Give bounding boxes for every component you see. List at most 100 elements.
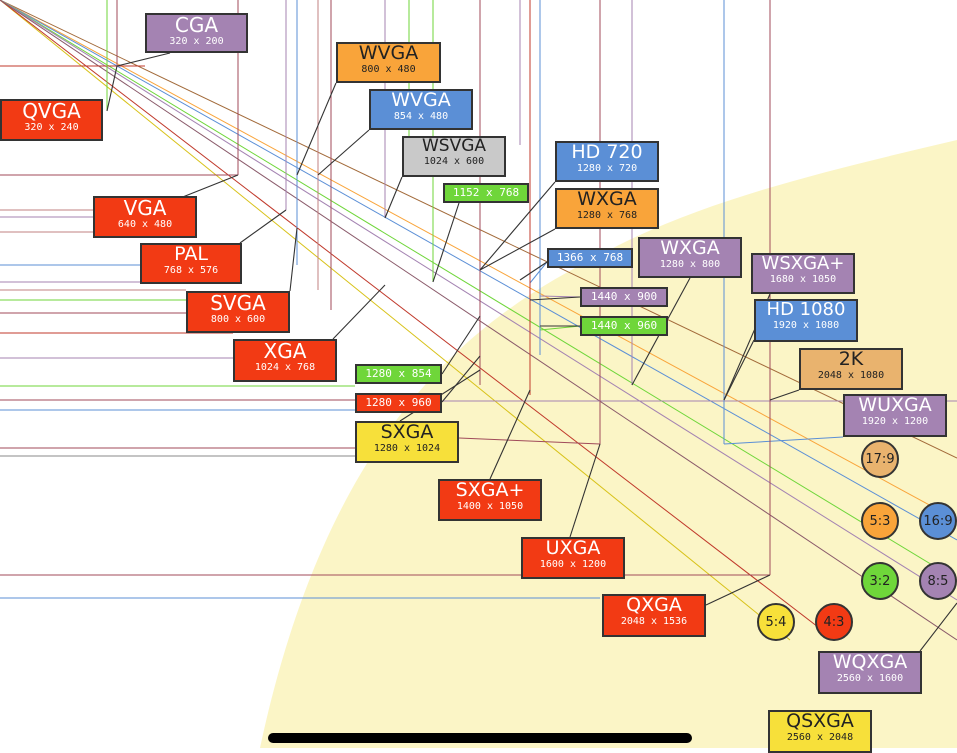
standard-name: QSXGA	[786, 710, 854, 732]
connector-line	[0, 0, 957, 459]
standard-box-r1440x900: 1440 x 900	[580, 287, 668, 307]
connector-line	[384, 176, 403, 219]
standard-resolution: 1152 x 768	[452, 186, 520, 199]
standard-name: WVGA	[358, 42, 419, 64]
standard-name: WUXGA	[858, 394, 932, 416]
standard-resolution: 320 x 200	[169, 36, 224, 47]
standard-resolution: 1280 x 720	[576, 162, 638, 174]
standard-box-qvga: QVGA 320 x 240	[0, 99, 103, 141]
standard-resolution: 1920 x 1200	[861, 415, 929, 427]
connector-line	[723, 436, 844, 445]
standard-box-wqxga: WQXGA 2560 x 1600	[818, 651, 922, 694]
standard-name: SXGA+	[455, 479, 525, 501]
standard-resolution: 1024 x 600	[423, 155, 485, 167]
standard-name: WXGA	[660, 237, 720, 259]
standard-resolution: 1440 x 900	[590, 290, 658, 303]
connector-line	[723, 339, 755, 401]
standard-box-cga: CGA 320 x 200	[145, 13, 248, 53]
connector-line	[332, 284, 386, 340]
connector-line	[479, 181, 556, 271]
standard-resolution: 1366 x 768	[556, 251, 624, 264]
standard-resolution: 1920 x 1080	[772, 319, 840, 331]
standard-name: HD 1080	[766, 299, 846, 320]
standard-resolution: 2560 x 1600	[836, 672, 904, 684]
standard-box-wxga-800: WXGA 1280 x 800	[638, 237, 742, 278]
standard-resolution: 1600 x 1200	[539, 558, 607, 570]
standard-box-wsxga: WSXGA+ 1680 x 1050	[751, 253, 855, 294]
standard-name: WSVGA	[421, 136, 487, 156]
connector-line	[489, 389, 531, 480]
standard-box-wsvga: WSVGA 1024 x 600	[402, 136, 506, 177]
ratio-circle-r17-9: 17:9	[861, 440, 899, 478]
connector-line	[539, 325, 581, 331]
connector-line	[0, 0, 791, 641]
standard-resolution: 800 x 600	[210, 314, 266, 325]
connector-line	[0, 0, 957, 601]
connector-line	[519, 261, 548, 281]
standard-name: WQXGA	[832, 651, 908, 673]
standard-box-r1366x768: 1366 x 768	[547, 248, 633, 268]
standard-resolution: 1400 x 1050	[456, 500, 524, 512]
standard-name: SXGA	[380, 421, 434, 443]
connector-line	[539, 295, 581, 298]
connector-line	[441, 355, 481, 403]
connector-line	[296, 82, 337, 176]
standard-name: XGA	[263, 339, 307, 363]
connector-line	[116, 52, 171, 67]
standard-box-r1280x960: 1280 x 960	[355, 393, 442, 413]
standard-resolution: 1280 x 768	[576, 209, 638, 221]
standard-name: SVGA	[210, 291, 266, 315]
ratio-circle-r3-2: 3:2	[861, 562, 899, 600]
standard-box-r1440x960: 1440 x 960	[580, 316, 668, 336]
standard-box-qsxga: QSXGA 2560 x 2048	[768, 710, 872, 753]
connector-line	[106, 65, 118, 112]
standard-resolution: 1280 x 1024	[373, 442, 441, 454]
connector-line	[769, 389, 800, 401]
standard-resolution: 1280 x 800	[659, 258, 721, 270]
standard-resolution: 854 x 480	[393, 110, 449, 122]
standard-box-r1280x854: 1280 x 854	[355, 364, 442, 384]
connector-line	[529, 261, 548, 284]
connector-line	[529, 296, 581, 301]
connector-line	[289, 227, 298, 292]
standard-box-sxga: SXGA 1280 x 1024	[355, 421, 459, 463]
standard-box-hd720: HD 720 1280 x 720	[555, 141, 659, 182]
standard-box-qxga: QXGA 2048 x 1536	[602, 594, 706, 637]
standard-resolution: 768 x 576	[163, 264, 219, 276]
home-indicator[interactable]	[268, 733, 692, 743]
standard-box-twok: 2K 2048 x 1080	[799, 348, 903, 390]
standard-resolution: 2048 x 1080	[817, 369, 885, 381]
connector-line	[479, 228, 556, 271]
connector-line	[239, 209, 287, 244]
connector-line	[0, 0, 957, 641]
connector-line	[0, 0, 836, 641]
standard-box-vga: VGA 640 x 480	[93, 196, 197, 238]
standard-name: CGA	[174, 13, 219, 37]
standard-box-r1152x768: 1152 x 768	[443, 183, 529, 203]
connector-line	[569, 443, 601, 538]
standard-name: 2K	[838, 348, 864, 370]
standard-box-wvga-800: WVGA 800 x 480	[336, 42, 441, 83]
ratio-circle-r8-5: 8:5	[919, 562, 957, 600]
connector-line	[919, 602, 957, 652]
standard-box-sxgaplus: SXGA+ 1400 x 1050	[438, 479, 542, 521]
standard-box-wuxga: WUXGA 1920 x 1200	[843, 394, 947, 437]
standard-resolution: 1440 x 960	[590, 319, 658, 332]
connector-line	[0, 0, 957, 581]
connector-line	[317, 129, 370, 176]
standard-resolution: 640 x 480	[117, 219, 173, 230]
standard-name: WVGA	[391, 89, 451, 111]
connector-line	[0, 0, 957, 521]
standard-name: QXGA	[626, 594, 682, 616]
standard-name: HD 720	[571, 141, 643, 163]
standard-name: WSXGA+	[761, 253, 845, 274]
standard-name: PAL	[174, 243, 208, 265]
standard-resolution: 1024 x 768	[254, 362, 316, 373]
standard-name: QVGA	[22, 99, 81, 123]
standard-name: WXGA	[577, 188, 637, 210]
standard-resolution: 2048 x 1536	[620, 615, 688, 627]
standard-box-pal: PAL 768 x 576	[140, 243, 242, 284]
standard-resolution: 320 x 240	[24, 122, 79, 133]
connector-line	[458, 437, 601, 445]
standard-box-wvga-854: WVGA 854 x 480	[369, 89, 473, 130]
